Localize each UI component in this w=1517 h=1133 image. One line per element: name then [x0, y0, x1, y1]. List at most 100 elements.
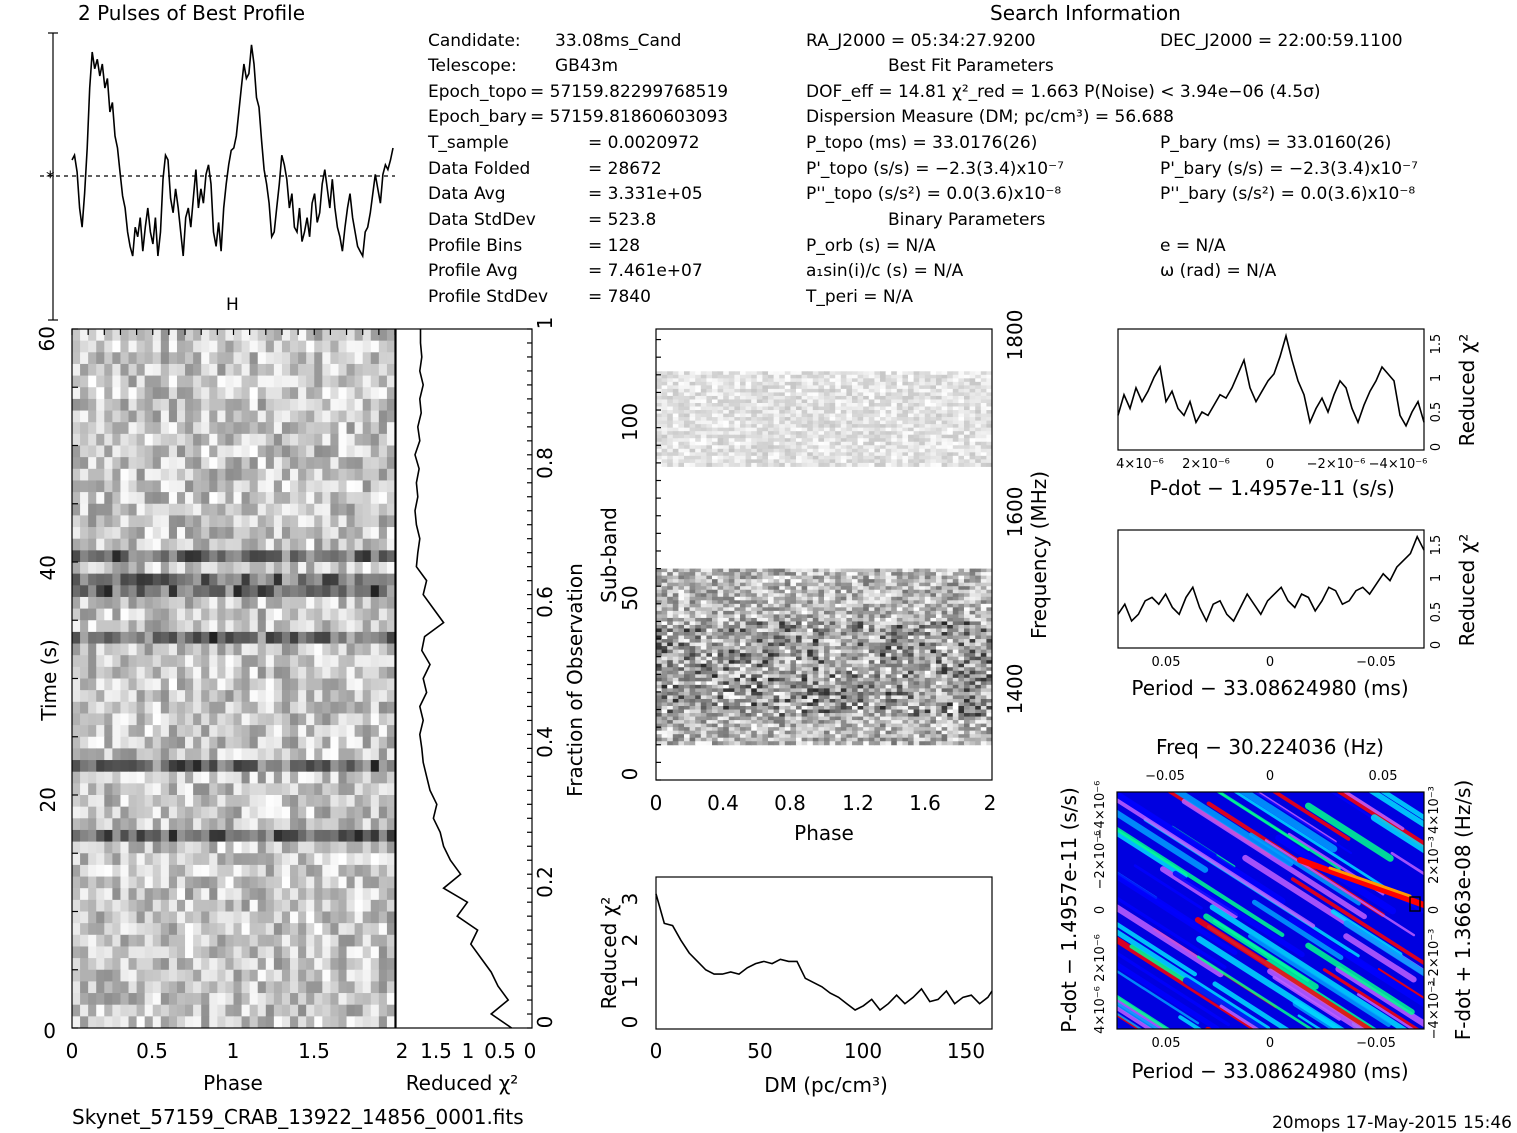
tp-cell [346, 795, 356, 808]
sb-cell [986, 410, 993, 415]
sb-cell [880, 427, 887, 432]
tp-cell [249, 422, 259, 435]
tp-cell [225, 375, 234, 388]
sb-cell [863, 434, 870, 439]
tp-cell [120, 958, 130, 971]
tp-cell [201, 550, 210, 563]
tp-cell [88, 457, 97, 470]
sb-cell [840, 607, 847, 612]
tp-cell [225, 445, 234, 458]
sb-cell [941, 402, 948, 408]
sb-cell [947, 607, 954, 612]
tp-cell [346, 631, 356, 645]
tp-cell [233, 631, 243, 645]
sb-cell [667, 575, 674, 580]
sb-cell [964, 385, 971, 390]
tp-cell [330, 864, 339, 878]
tp-cell [96, 1016, 105, 1029]
sb-cell [779, 579, 786, 584]
sb-cell [745, 410, 752, 415]
sb-cell [667, 381, 674, 386]
sb-cell [790, 441, 797, 446]
tp-cell [281, 655, 291, 668]
tp-cell [144, 352, 154, 365]
tp-cell [362, 410, 372, 423]
tp-cell [185, 410, 194, 423]
tp-cell [193, 643, 202, 656]
tp-cell [298, 457, 307, 470]
sb-cell [986, 462, 993, 467]
tp-cell [338, 795, 348, 808]
tp-cell [298, 387, 307, 400]
tp-cell [96, 445, 105, 458]
sb-cell [728, 459, 735, 464]
tp-cell [104, 562, 113, 575]
sb-cell [796, 582, 803, 587]
tp-cell [144, 492, 154, 505]
sb-cell [678, 455, 685, 460]
tp-cell [290, 981, 299, 994]
tp-cell [152, 806, 162, 819]
sb-cell [896, 392, 903, 397]
sb-cell [672, 603, 679, 608]
info-line: RA_J2000 = 05:34:27.9200 [806, 31, 1036, 51]
sb-cell [745, 381, 752, 386]
sb-cell [779, 568, 786, 573]
sb-cell [745, 596, 752, 601]
tp-cell [378, 573, 388, 586]
tp-cell [386, 841, 396, 854]
tp-cell [209, 899, 218, 912]
tp-cell [136, 841, 146, 854]
sb-cell [846, 448, 853, 453]
tp-cell [281, 410, 291, 423]
sb-cell [740, 420, 747, 425]
tp-cell [225, 795, 234, 808]
tp-cell [378, 410, 388, 423]
sb-cell [706, 371, 713, 376]
sb-cell [824, 572, 831, 577]
sb-cell [768, 586, 775, 591]
tp-cell [346, 888, 356, 901]
tp-cell [233, 573, 243, 586]
tp-cell [314, 363, 323, 377]
tp-cell [314, 958, 323, 971]
tp-cell [112, 410, 121, 423]
sb-cell [745, 600, 752, 605]
sb-cell [751, 388, 758, 393]
tp-cell [233, 422, 243, 435]
sb-cell [689, 596, 696, 601]
sb-cell [885, 586, 892, 591]
tp-cell [265, 433, 275, 446]
tp-cell [346, 969, 356, 982]
tp-cell [201, 853, 210, 866]
tp-cell [193, 340, 202, 353]
sb-cell [924, 459, 931, 464]
tp-cell [144, 736, 154, 749]
sb-cell [768, 603, 775, 608]
sb-cell [695, 589, 702, 594]
sb-cell [700, 381, 707, 386]
sb-cell [857, 413, 864, 418]
sb-cell [908, 448, 915, 453]
tp-cell [330, 620, 339, 633]
sb-cell [807, 374, 814, 379]
info-key: Data StdDev [428, 210, 536, 230]
tp-cell [322, 678, 331, 691]
tp-cell [233, 923, 243, 936]
sb-cell [700, 388, 707, 393]
sb-cell [700, 392, 707, 397]
tp-cell [233, 864, 243, 878]
tp-cell [249, 748, 259, 761]
sb-cell [952, 410, 959, 415]
sb-cell [941, 406, 948, 411]
sb-cell [712, 378, 719, 383]
tp-cell [72, 410, 81, 423]
sb-cell [812, 610, 819, 615]
tp-cell [80, 725, 89, 738]
tp-cell [193, 445, 202, 458]
sb-cell [717, 420, 724, 425]
sb-cell [801, 452, 808, 457]
tp-cell [386, 643, 396, 656]
sb-cell [734, 388, 741, 393]
sb-cell [667, 445, 674, 450]
